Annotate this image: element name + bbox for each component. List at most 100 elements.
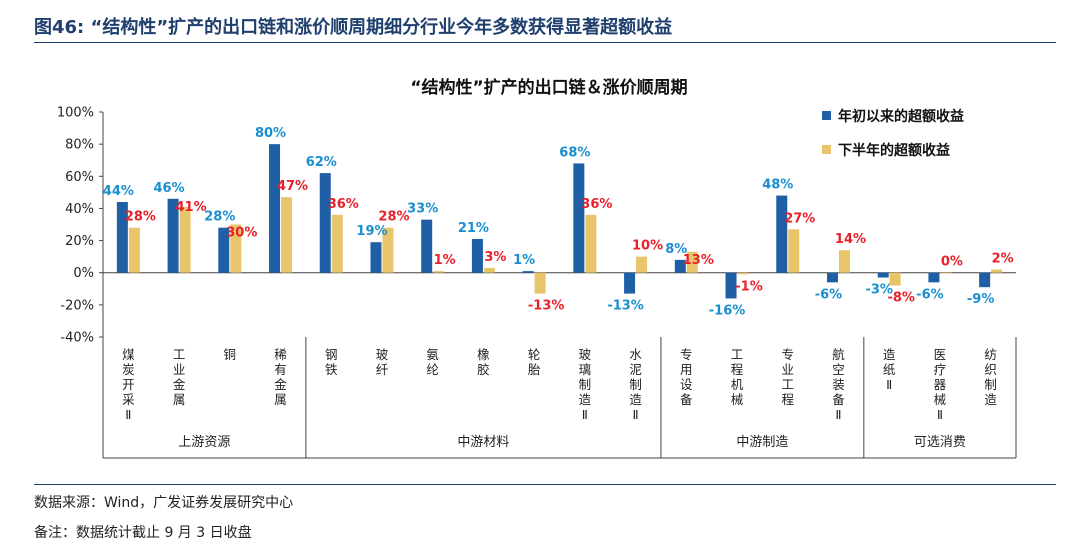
category-label: 纺织制造	[984, 347, 997, 407]
data-label-ytd: -13%	[607, 299, 644, 314]
note-text: 备注：数据统计截止 9 月 3 日收盘	[34, 525, 252, 541]
category-label: 专业工程	[781, 347, 794, 407]
bar-h2	[433, 271, 445, 273]
data-label-h2: -1%	[735, 279, 762, 294]
bar-ytd	[573, 163, 585, 273]
data-label-h2: 1%	[434, 253, 456, 268]
category-label: 轮胎	[528, 347, 541, 377]
category-label: 铜	[224, 347, 237, 362]
legend-swatch-ytd	[822, 111, 831, 120]
category-label: 稀有金属	[274, 347, 287, 407]
legend-swatch-h2	[822, 145, 831, 154]
bar-ytd	[674, 259, 686, 273]
bar-ytd	[826, 272, 838, 283]
y-tick-label: 100%	[57, 106, 94, 121]
data-label-ytd: 48%	[762, 178, 793, 193]
category-label: 专用设备	[680, 347, 693, 407]
bar-h2	[281, 197, 293, 273]
data-label-ytd: -3%	[865, 283, 892, 298]
bar-h2	[128, 227, 140, 273]
y-tick-label: 80%	[65, 138, 94, 153]
category-label: 氨纶	[426, 347, 439, 377]
bar-h2	[991, 269, 1003, 273]
bar-h2	[331, 214, 343, 273]
bar-ytd	[776, 195, 788, 273]
legend-label-ytd: 年初以来的超额收益	[838, 108, 964, 125]
data-label-ytd: -16%	[709, 303, 746, 318]
bar-h2	[788, 229, 800, 273]
bar-ytd	[624, 272, 636, 294]
bar-h2	[686, 251, 698, 273]
bar-h2	[585, 214, 597, 273]
category-label: 玻纤	[376, 347, 389, 377]
y-tick-label: -20%	[60, 298, 94, 313]
category-label: 橡胶	[477, 347, 490, 377]
bar-ytd	[167, 198, 179, 273]
category-label: 工程机械	[731, 347, 744, 407]
bar-ytd	[116, 202, 128, 273]
data-label-ytd: 46%	[154, 181, 185, 196]
data-label-h2: 47%	[277, 179, 308, 194]
y-tick-label: 0%	[73, 266, 94, 281]
bar-ytd	[421, 219, 433, 273]
category-label: 造纸 Ⅱ	[883, 347, 896, 392]
data-label-h2: 30%	[226, 226, 257, 241]
data-label-h2: -8%	[887, 291, 914, 306]
bar-ytd	[269, 144, 281, 273]
data-label-h2: 2%	[992, 252, 1014, 267]
data-label-h2: 10%	[632, 239, 663, 254]
category-label: 水泥制造 Ⅱ	[629, 347, 642, 422]
category-label: 航空装备 Ⅱ	[832, 347, 845, 422]
bar-h2	[838, 250, 850, 273]
bar-h2	[483, 267, 495, 273]
bar-ytd	[471, 238, 483, 273]
legend-label-h2: 下半年的超额收益	[838, 142, 950, 159]
data-label-h2: 13%	[683, 253, 714, 268]
data-label-h2: 41%	[176, 200, 207, 215]
data-label-ytd: 1%	[513, 253, 535, 268]
data-label-h2: 28%	[378, 210, 409, 225]
category-label: 玻璃制造 Ⅱ	[579, 347, 592, 422]
chart-title: “结构性”扩产的出口链＆涨价顺周期	[410, 77, 687, 98]
bar-h2	[179, 206, 191, 273]
data-label-h2: 28%	[125, 210, 156, 225]
bar-ytd	[522, 271, 534, 273]
footer-divider	[34, 484, 1056, 485]
y-tick-label: 60%	[65, 170, 94, 185]
bar-ytd	[928, 272, 940, 283]
data-label-h2: 36%	[328, 197, 359, 212]
data-source-text: 数据来源：Wind，广发证券发展研究中心	[34, 495, 294, 511]
bar-h2	[940, 272, 952, 274]
data-label-h2: 14%	[835, 232, 866, 247]
y-tick-label: -40%	[60, 331, 94, 346]
data-label-ytd: 62%	[306, 155, 337, 170]
category-label: 医疗器械 Ⅱ	[934, 347, 947, 422]
group-label: 可选消费	[914, 435, 966, 450]
data-label-ytd: -6%	[916, 287, 943, 302]
group-label: 上游资源	[178, 435, 230, 450]
data-label-ytd: 33%	[407, 202, 438, 217]
group-label: 中游材料	[457, 435, 509, 450]
data-label-ytd: 21%	[458, 221, 489, 236]
data-label-ytd: 80%	[255, 126, 286, 141]
bar-ytd	[877, 272, 889, 278]
bar-ytd	[725, 272, 737, 299]
title-divider	[34, 42, 1056, 43]
category-label: 钢铁	[325, 347, 338, 377]
data-label-ytd: 8%	[665, 242, 687, 257]
data-label-ytd: 28%	[204, 210, 235, 225]
bar-ytd	[979, 272, 991, 288]
data-label-h2: -13%	[528, 299, 565, 314]
bar-h2	[230, 224, 242, 273]
y-tick-label: 40%	[65, 202, 94, 217]
data-label-ytd: -6%	[815, 287, 842, 302]
data-label-h2: 3%	[484, 250, 506, 265]
bar-h2	[737, 272, 749, 275]
figure-title: 图46: “结构性”扩产的出口链和涨价顺周期细分行业今年多数获得显著超额收益	[34, 17, 673, 38]
bar-h2	[636, 256, 648, 273]
category-label: 工业金属	[173, 347, 186, 407]
bar-h2	[534, 272, 546, 294]
data-label-h2: 27%	[784, 211, 815, 226]
data-label-ytd: 19%	[356, 224, 387, 239]
